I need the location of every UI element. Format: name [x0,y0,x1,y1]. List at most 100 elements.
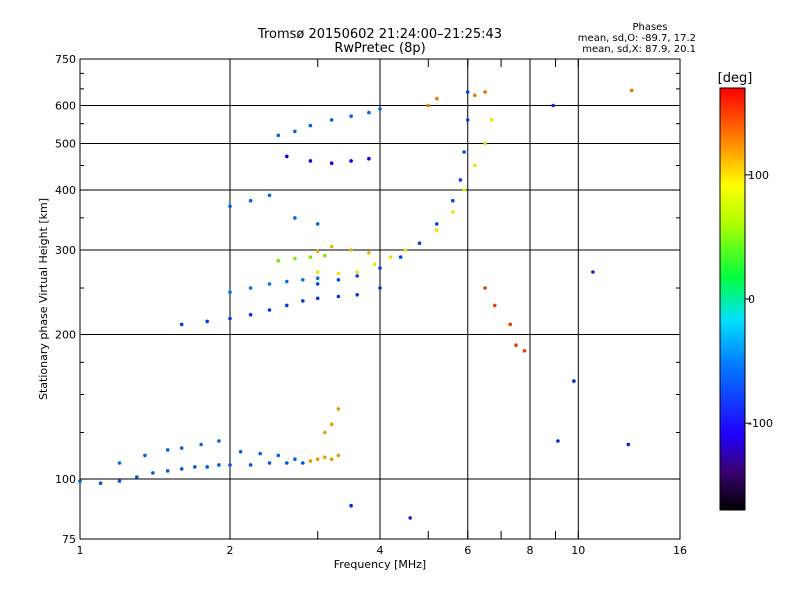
data-point [301,299,305,303]
data-point [378,266,382,270]
chart-title: Tromsø 20150602 21:24:00–21:25:43 [257,27,502,42]
data-point [556,439,560,443]
data-point [315,270,320,274]
data-point [462,150,466,154]
x-tick-label: 10 [571,544,585,557]
data-point [329,422,334,427]
data-point [336,453,341,458]
data-point [248,463,253,467]
data-point [179,446,184,450]
data-point [522,349,527,353]
y-tick-label: 400 [55,184,76,197]
data-point [435,222,439,226]
data-point [117,479,122,483]
data-point [329,244,334,249]
y-tick-label: 500 [55,138,76,151]
data-point [308,459,313,463]
data-point [355,293,360,297]
stats-o-mode: mean, sd,O: -89.7, 17.2 [578,33,696,44]
data-point [151,471,155,475]
data-point [465,90,470,94]
data-point [238,449,243,454]
data-point [378,286,382,290]
data-point [378,107,382,111]
colorbar-tick-label: -100 [748,417,773,430]
data-point [508,322,512,327]
data-point [276,133,281,138]
colorbar-tick-label: 100 [748,169,769,182]
y-axis-label: Stationary phase Virtual Height [km] [37,198,50,400]
data-point [267,461,272,465]
stats-heading: Phases [632,22,667,33]
data-point [435,228,439,232]
data-point [398,255,403,259]
data-point [451,198,455,203]
data-point [143,453,147,458]
data-point [372,262,377,267]
data-point [217,463,221,467]
data-point [336,271,341,276]
colorbar-tick-label: 0 [748,293,755,306]
data-point [301,461,305,465]
data-point [514,343,518,348]
colorbar-label: [deg] [718,71,753,86]
y-tick-labels: 75 100 200 300 400 500 600 750 [55,53,76,546]
data-point [323,253,327,258]
data-point [293,457,297,462]
data-point [493,303,497,308]
data-point [336,294,341,299]
chart-subtitle: RwPretec (8p) [334,41,425,56]
data-point [228,463,232,467]
y-tick-label: 300 [55,244,76,257]
data-point [388,255,393,259]
data-points [78,88,634,520]
data-point [228,204,232,209]
data-point [285,279,289,284]
data-point [355,274,360,278]
data-point [483,286,487,290]
y-tick-label: 75 [62,533,76,546]
x-tick-label: 6 [464,544,471,557]
data-point [276,453,281,458]
data-point [205,319,209,324]
y-tick-label: 750 [55,53,76,66]
data-point [267,193,272,198]
data-point [293,216,297,220]
data-point [293,129,297,134]
data-point [483,90,487,94]
data-point [248,198,253,203]
data-point [267,308,272,312]
data-point [329,457,334,462]
data-point [323,455,327,460]
data-point [315,296,320,301]
data-point [349,503,353,508]
x-tick-label: 16 [673,544,687,557]
data-point [293,256,297,261]
data-point [403,248,408,252]
data-point [248,286,253,290]
y-tick-label: 100 [55,473,76,486]
data-point [489,118,494,122]
data-point [572,379,576,383]
data-point [315,457,320,462]
data-point [248,312,253,317]
y-tick-label: 600 [55,100,76,113]
data-point [285,154,289,159]
data-point [367,156,371,161]
data-point [228,316,232,321]
data-point [285,303,289,308]
data-point [367,110,371,115]
y-tick-label: 200 [55,329,76,342]
data-point [165,469,170,473]
data-point [355,270,360,274]
data-point [462,188,466,192]
data-point [276,258,281,263]
data-point [78,479,82,483]
colorbar-ticks: 100 0 -100 [745,169,773,430]
stats-x-mode: mean, sd,X: 87.9, 20.1 [582,44,696,55]
data-point [199,442,203,447]
data-point [267,282,272,286]
data-point [315,222,320,226]
colorbar [719,87,746,511]
data-point [483,141,487,146]
